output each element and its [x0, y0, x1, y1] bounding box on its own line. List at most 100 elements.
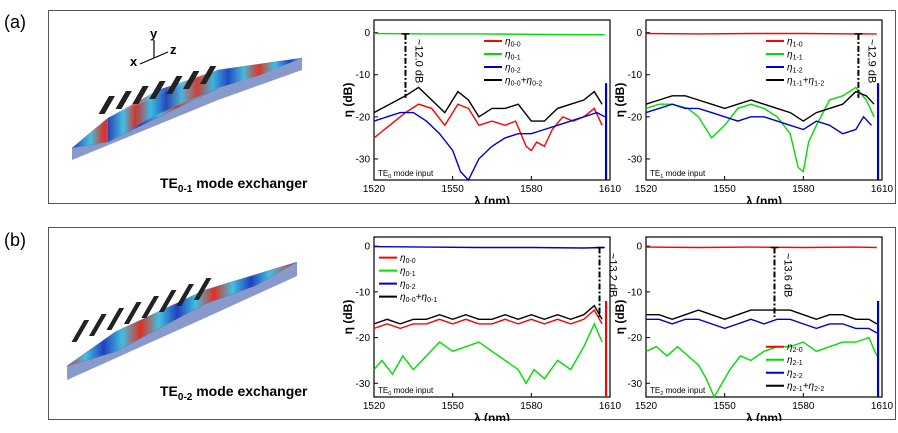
grating-bars: [98, 66, 217, 114]
device-title-b: TE0-2 mode exchanger: [160, 383, 308, 403]
x-axis-label: λ (nm): [746, 194, 782, 204]
x-axis-label: λ (nm): [474, 194, 510, 204]
y-axis-label: η (dB): [341, 300, 355, 335]
y-tick-label: -30: [628, 154, 643, 165]
chart-b2: 1520 1550 1580 1610 0 -10 -20 -30 λ (nm) η (dB) ~1…: [613, 236, 894, 421]
series-line-2: [645, 103, 873, 135]
x-tick-label: 1520: [363, 401, 386, 412]
x-tick-label: 1520: [635, 184, 658, 195]
annotation-text: ~12.9 dB: [865, 39, 877, 83]
y-axis-label: η (dB): [613, 83, 627, 118]
plot-frame: [645, 236, 883, 398]
y-tick-label: -10: [628, 70, 643, 81]
panel-a-label: (a): [4, 12, 26, 32]
input-mode-note: TE2 mode input: [650, 386, 706, 397]
legend-entry: η0-1: [505, 50, 521, 62]
x-tick-label: 1610: [599, 184, 622, 195]
x-tick-label: 1610: [871, 184, 894, 195]
svg-text:y: y: [150, 26, 158, 41]
y-tick-label: 0: [364, 242, 370, 253]
y-tick-label: -20: [628, 333, 643, 344]
plot-frame: [373, 236, 611, 398]
legend-entry: η0-0: [505, 37, 521, 49]
series-line-3: [373, 86, 603, 122]
panel-b-frame: [48, 227, 896, 420]
x-axis-label: λ (nm): [746, 411, 782, 421]
x-tick-label: 1520: [635, 401, 658, 412]
y-tick-label: -30: [356, 154, 371, 165]
series-line-0: [373, 32, 605, 36]
panel-a-frame: [48, 10, 896, 204]
y-tick-label: -30: [628, 379, 643, 390]
input-mode-note: TE0 mode input: [378, 386, 434, 397]
y-tick-label: -20: [356, 333, 371, 344]
panel-b-label: (b): [4, 230, 26, 250]
series-line-3: [646, 309, 878, 325]
y-axis-label: η (dB): [613, 300, 627, 335]
y-tick-label: 0: [636, 28, 642, 39]
y-tick-label: 0: [364, 28, 370, 39]
legend-entry: η1-1+η1-2: [787, 76, 824, 88]
plot-frame: [645, 19, 883, 181]
legend-entry: η1-1: [787, 50, 803, 62]
series-line-2: [373, 111, 606, 182]
device-illustration-a: y x z: [58, 18, 338, 198]
chart-a2: 1520 1550 1580 1610 0 -10 -20 -30 λ (nm) η (dB) ~1…: [613, 19, 894, 204]
y-tick-label: -30: [356, 379, 371, 390]
series-line-2: [646, 318, 878, 334]
legend-entry: η1-2: [787, 63, 803, 75]
legend-entry: η0-0+η0-2: [505, 76, 542, 88]
y-tick-label: -20: [356, 112, 371, 123]
series-line-3: [373, 304, 603, 325]
svg-text:z: z: [170, 42, 177, 57]
x-tick-label: 1550: [714, 184, 737, 195]
series-line-1: [373, 322, 603, 385]
legend-entry: η0-1: [400, 266, 416, 278]
waveguide-top: [66, 261, 298, 367]
x-tick-label: 1550: [442, 401, 465, 412]
x-tick-label: 1610: [871, 401, 894, 412]
chart-b1: 1520 1550 1580 1610 0 -10 -20 -30 λ (nm) η (dB) ~1…: [341, 236, 622, 421]
device-illustration-b: [55, 232, 330, 412]
axis-glyph: [139, 40, 169, 65]
plot-frame: [373, 19, 611, 181]
annotation-text: ~12.0 dB: [412, 39, 424, 83]
x-tick-label: 1610: [599, 401, 622, 412]
x-tick-label: 1550: [442, 184, 465, 195]
y-tick-label: 0: [636, 242, 642, 253]
legend-entry: η0-2: [505, 63, 521, 75]
x-tick-label: 1580: [520, 401, 543, 412]
legend-entry: η2-1+η2-2: [787, 381, 824, 393]
series-line-1: [645, 86, 875, 173]
series-line-2: [373, 309, 603, 330]
legend-entry: η0-0: [400, 253, 416, 265]
y-tick-label: -10: [628, 287, 643, 298]
annotation-text: ~13.6 dB: [781, 253, 793, 297]
legend-entry: η0-0+η0-1: [400, 292, 437, 304]
legend-entry: η2-1: [787, 355, 803, 367]
x-tick-label: 1550: [714, 401, 737, 412]
legend-entry: η0-2: [400, 279, 416, 291]
x-tick-label: 1580: [792, 401, 815, 412]
legend-entry: η1-0: [787, 37, 803, 49]
x-tick-label: 1580: [792, 184, 815, 195]
device-title-a: TE0-1 mode exchanger: [160, 175, 308, 195]
y-tick-label: -20: [628, 112, 643, 123]
chart-a1: 1520 1550 1580 1610 0 -10 -20 -30 λ (nm) η (dB) ~1…: [341, 19, 622, 204]
input-mode-note: TE0 mode input: [378, 169, 434, 180]
legend-entry: η2-0: [787, 342, 803, 354]
grating-bars: [71, 278, 212, 342]
x-tick-label: 1580: [520, 184, 543, 195]
y-axis-label: η (dB): [341, 83, 355, 118]
input-mode-note: TE1 mode input: [650, 169, 706, 180]
annotation-text: ~13.2 dB: [607, 253, 619, 297]
svg-text:x: x: [130, 54, 138, 69]
y-tick-label: -10: [356, 287, 371, 298]
series-line-1: [373, 103, 603, 152]
legend-entry: η2-2: [787, 368, 803, 380]
x-tick-label: 1520: [363, 184, 386, 195]
series-line-3: [645, 90, 875, 122]
waveguide-side: [72, 58, 302, 160]
x-axis-label: λ (nm): [474, 411, 510, 421]
y-tick-label: -10: [356, 70, 371, 81]
